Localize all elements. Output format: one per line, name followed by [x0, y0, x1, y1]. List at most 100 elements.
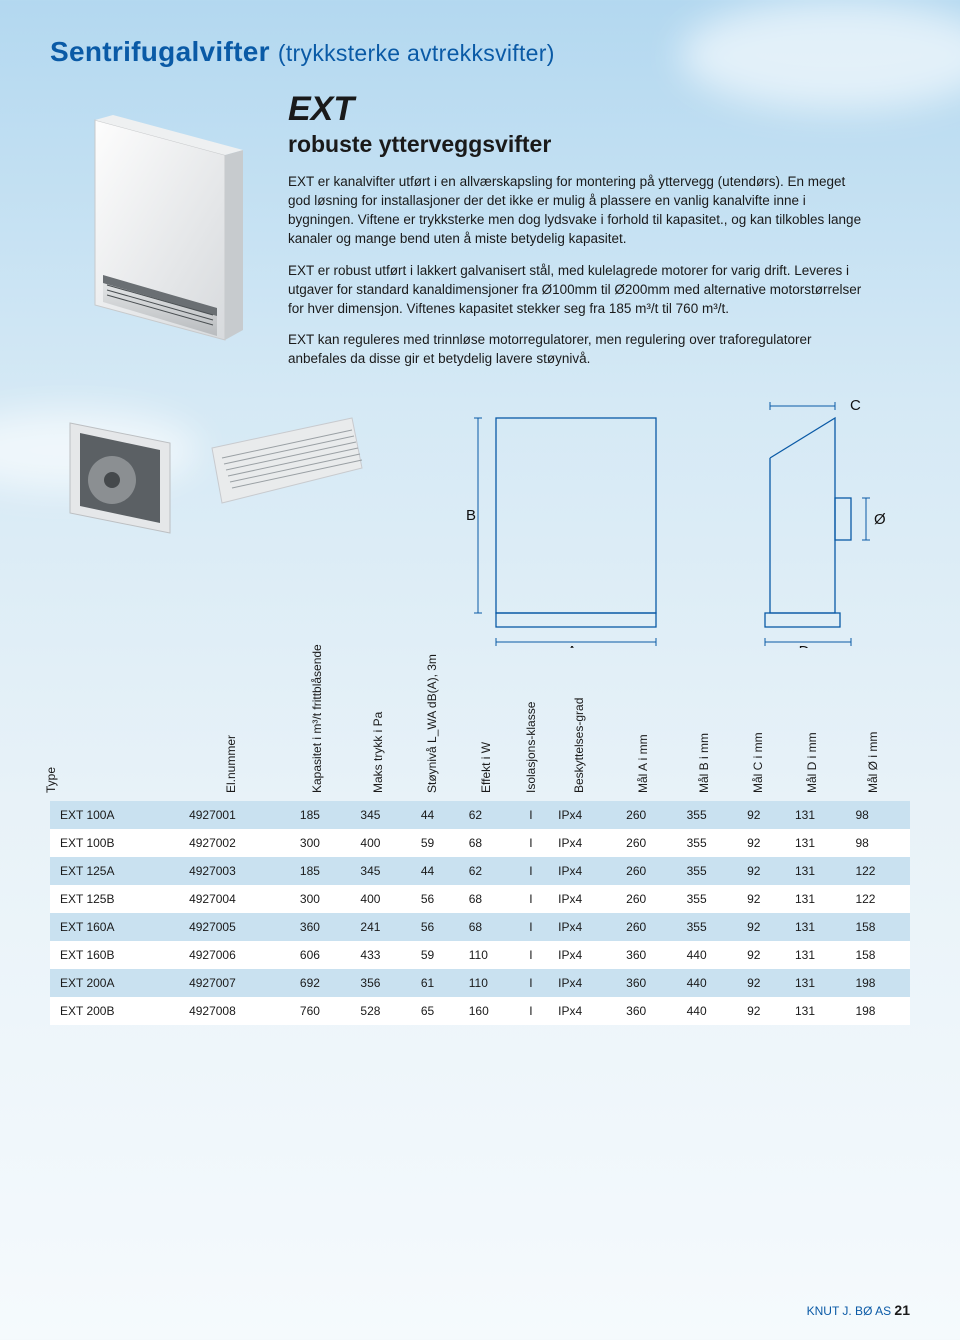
table-cell: I	[523, 857, 552, 885]
table-cell: 355	[681, 913, 741, 941]
table-cell: 360	[620, 969, 680, 997]
page: Sentrifugalvifter (trykksterke avtrekksv…	[0, 0, 960, 1340]
table-cell: 158	[849, 913, 910, 941]
table-cell: IPx4	[552, 801, 620, 829]
table-cell: IPx4	[552, 829, 620, 857]
dim-b-label: B	[466, 507, 476, 524]
hero-text: EXT robuste ytterveggsvifter EXT er kana…	[288, 90, 910, 380]
table-cell: I	[523, 941, 552, 969]
table-row: EXT 160A49270053602415668IIPx42603559213…	[50, 913, 910, 941]
col-ip: Beskyttelses-grad	[572, 698, 586, 793]
table-cell: 185	[294, 857, 354, 885]
table-cell: EXT 200A	[50, 969, 183, 997]
side-diagram: C Ø D	[740, 398, 910, 648]
table-row: EXT 125B49270043004005668IIPx42603559213…	[50, 885, 910, 913]
table-cell: 92	[741, 969, 789, 997]
table-cell: 241	[354, 913, 414, 941]
table-cell: 110	[463, 941, 523, 969]
spec-table: Type El.nummer Kapasitet i m³/t frittblå…	[50, 686, 910, 1025]
table-cell: 440	[681, 969, 741, 997]
table-cell: 260	[620, 885, 680, 913]
table-cell: EXT 200B	[50, 997, 183, 1025]
col-iso: Isolasjons-klasse	[524, 702, 538, 793]
table-cell: 4927005	[183, 913, 294, 941]
table-cell: EXT 125A	[50, 857, 183, 885]
footer-page-number: 21	[894, 1302, 910, 1318]
table-cell: 356	[354, 969, 414, 997]
table-cell: 92	[741, 801, 789, 829]
table-cell: 122	[849, 857, 910, 885]
hero-section: EXT robuste ytterveggsvifter EXT er kana…	[50, 90, 910, 380]
table-cell: 360	[620, 941, 680, 969]
spec-table-body: EXT 100A49270011853454462IIPx42603559213…	[50, 801, 910, 1025]
table-cell: IPx4	[552, 997, 620, 1025]
table-cell: EXT 160A	[50, 913, 183, 941]
table-cell: IPx4	[552, 913, 620, 941]
table-cell: 122	[849, 885, 910, 913]
table-cell: IPx4	[552, 857, 620, 885]
table-cell: 92	[741, 829, 789, 857]
table-cell: 131	[789, 829, 849, 857]
table-cell: 4927003	[183, 857, 294, 885]
table-cell: 355	[681, 857, 741, 885]
table-cell: I	[523, 885, 552, 913]
dim-o-label: Ø	[874, 511, 886, 528]
product-code: EXT	[288, 90, 910, 129]
title-main: Sentrifugalvifter	[50, 36, 270, 67]
intro-paragraph-3: EXT kan reguleres med trinnløse motorreg…	[288, 330, 868, 368]
col-d: Mål D i mm	[805, 733, 819, 794]
col-a: Mål A i mm	[636, 735, 650, 794]
table-cell: 59	[415, 829, 463, 857]
table-cell: 65	[415, 997, 463, 1025]
table-cell: 4927006	[183, 941, 294, 969]
table-cell: 433	[354, 941, 414, 969]
table-cell: 92	[741, 857, 789, 885]
table-cell: 131	[789, 941, 849, 969]
table-cell: 345	[354, 801, 414, 829]
spec-table-head: Type El.nummer Kapasitet i m³/t frittblå…	[50, 686, 910, 801]
intro-paragraph-2: EXT er robust utført i lakkert galvanise…	[288, 261, 868, 318]
table-cell: 4927002	[183, 829, 294, 857]
table-cell: 355	[681, 885, 741, 913]
dim-a-label: A	[567, 643, 577, 648]
col-c: Mål C i mm	[751, 733, 765, 794]
table-cell: 98	[849, 801, 910, 829]
table-cell: 98	[849, 829, 910, 857]
product-subtitle: robuste ytterveggsvifter	[288, 131, 910, 158]
thumb-grille	[202, 408, 372, 528]
product-illustration	[55, 110, 255, 370]
table-cell: 528	[354, 997, 414, 1025]
table-cell: 44	[415, 857, 463, 885]
col-elnr: El.nummer	[224, 735, 238, 793]
table-cell: 4927008	[183, 997, 294, 1025]
table-cell: 300	[294, 829, 354, 857]
page-footer: KNUT J. BØ AS 21	[807, 1302, 910, 1318]
table-row: EXT 200B492700876052865160IIPx4360440921…	[50, 997, 910, 1025]
intro-paragraph-1: EXT er kanalvifter utført i en allværska…	[288, 172, 868, 249]
table-cell: 131	[789, 885, 849, 913]
table-cell: I	[523, 913, 552, 941]
table-cell: 440	[681, 997, 741, 1025]
product-hero-image	[50, 90, 260, 370]
table-cell: 400	[354, 885, 414, 913]
table-cell: 260	[620, 913, 680, 941]
table-cell: I	[523, 829, 552, 857]
table-row: EXT 100B49270023004005968IIPx42603559213…	[50, 829, 910, 857]
table-cell: 4927007	[183, 969, 294, 997]
table-cell: EXT 100A	[50, 801, 183, 829]
table-cell: 440	[681, 941, 741, 969]
spec-table-wrap: Type El.nummer Kapasitet i m³/t frittblå…	[50, 686, 910, 1025]
table-cell: 68	[463, 913, 523, 941]
table-cell: 92	[741, 885, 789, 913]
col-power: Effekt i W	[479, 742, 493, 793]
front-diagram: B A	[466, 398, 696, 648]
col-b: Mål B i mm	[697, 733, 711, 793]
table-cell: 185	[294, 801, 354, 829]
table-cell: 198	[849, 969, 910, 997]
table-cell: 131	[789, 857, 849, 885]
table-cell: 198	[849, 997, 910, 1025]
col-o: Mål Ø i mm	[866, 732, 880, 793]
table-cell: 606	[294, 941, 354, 969]
table-row: EXT 200A492700769235661110IIPx4360440921…	[50, 969, 910, 997]
dim-c-label: C	[850, 398, 861, 414]
